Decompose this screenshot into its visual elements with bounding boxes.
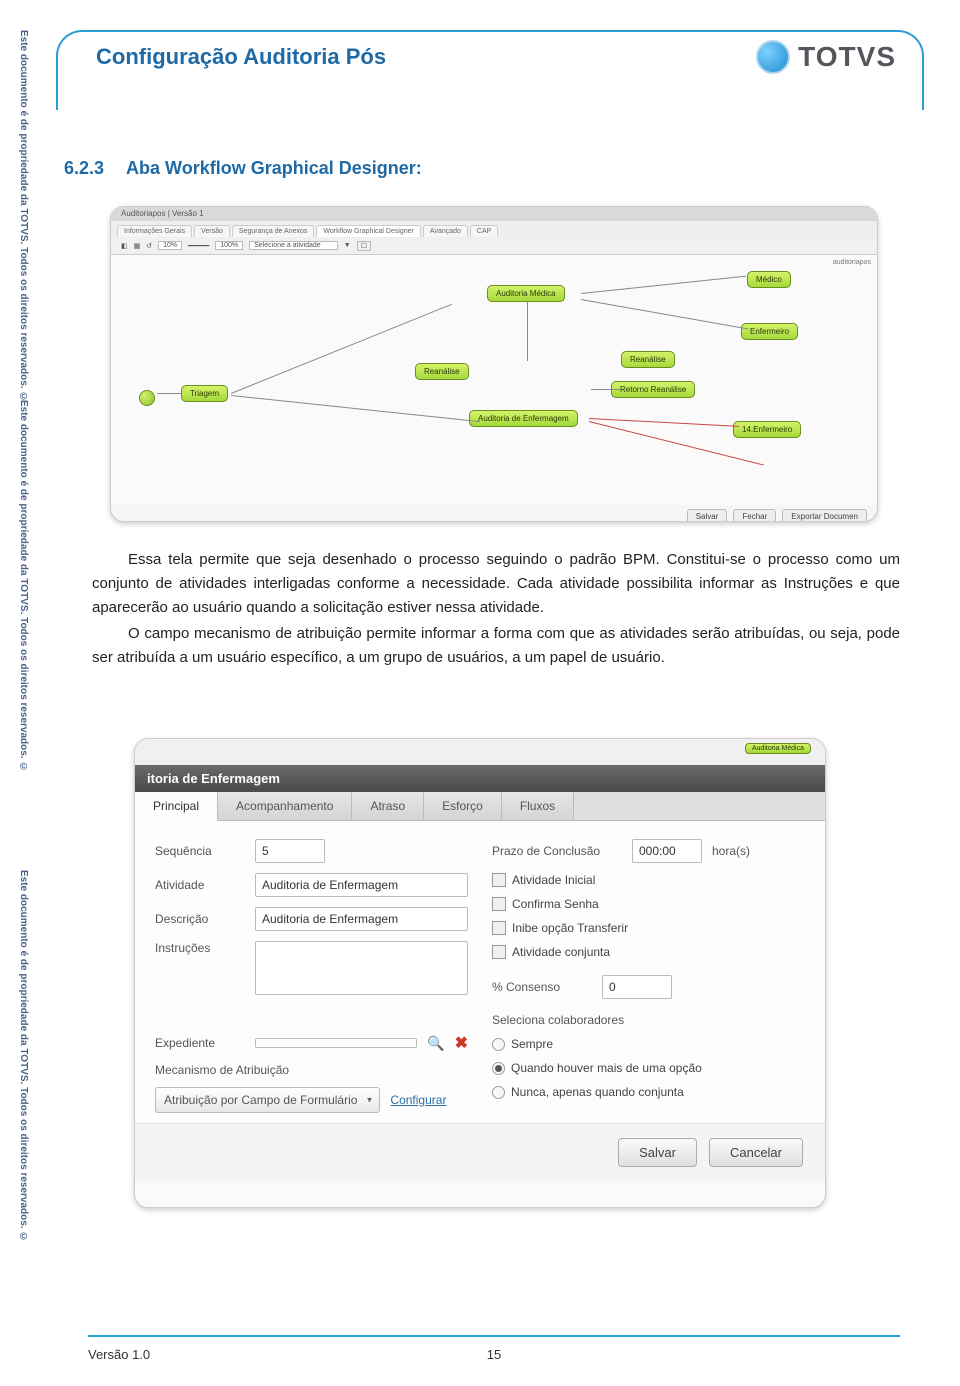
radio-quando-mais[interactable]: Quando houver mais de uma opção — [492, 1061, 805, 1075]
search-icon[interactable]: 🔍 — [427, 1035, 444, 1052]
label-sequencia: Sequência — [155, 844, 245, 858]
page-header: Configuração Auditoria Pós TOTVS — [56, 30, 924, 110]
footer-page-number: 15 — [487, 1347, 501, 1362]
tab-bar: Informações Gerais Versão Segurança de A… — [111, 221, 877, 237]
input-instrucoes[interactable] — [255, 941, 468, 995]
tab-fluxos[interactable]: Fluxos — [502, 792, 574, 820]
tab-info-gerais[interactable]: Informações Gerais — [117, 225, 192, 237]
page-title: Configuração Auditoria Pós — [96, 44, 386, 70]
label-consenso: % Consenso — [492, 980, 592, 994]
label-descricao: Descrição — [155, 912, 245, 926]
label-seleciona-colab: Seleciona colaboradores — [492, 1013, 805, 1027]
tab-acompanhamento[interactable]: Acompanhamento — [218, 792, 352, 820]
tab-esforco[interactable]: Esforço — [424, 792, 502, 820]
tab-principal[interactable]: Principal — [135, 792, 218, 821]
start-node[interactable] — [139, 390, 155, 406]
section-number: 6.2.3 — [64, 158, 104, 179]
left-column: Sequência 5 Atividade Auditoria de Enfer… — [155, 839, 468, 1113]
side-ownership-text: Este documento é de propriedade da TOTVS… — [18, 30, 29, 402]
window-title: Auditoriapos | Versão 1 — [111, 207, 877, 221]
footer-version: Versão 1.0 — [88, 1347, 150, 1362]
dialog-backdrop: Auditoria Médica — [135, 739, 825, 765]
process-owner-label: auditoriapos — [833, 259, 871, 266]
input-descricao[interactable]: Auditoria de Enfermagem — [255, 907, 468, 931]
check-atividade-conjunta[interactable]: Atividade conjunta — [492, 945, 805, 959]
logo-text: TOTVS — [798, 41, 896, 73]
node-reanalise-b[interactable]: Reanálise — [621, 351, 675, 368]
side-ownership-text: Este documento é de propriedade da TOTVS… — [18, 400, 29, 772]
node-medico[interactable]: Médico — [747, 271, 791, 288]
node-auditoria-medica[interactable]: Auditoria Médica — [487, 285, 565, 302]
node-retorno-reanalise[interactable]: Retorno Reanálise — [611, 381, 695, 398]
input-expediente[interactable] — [255, 1038, 417, 1048]
node-triagem[interactable]: Triagem — [181, 385, 228, 402]
toolbar: ◧▦↺ 10% ━━━━━ 100% Selecione a atividade… — [111, 237, 877, 255]
activity-dialog-screenshot: Auditoria Médica itoria de Enfermagem Pr… — [134, 738, 826, 1208]
check-confirma-senha[interactable]: Confirma Senha — [492, 897, 805, 911]
side-ownership-text: Este documento é de propriedade da TOTVS… — [18, 870, 29, 1242]
tab-atraso[interactable]: Atraso — [352, 792, 424, 820]
paragraph-1: Essa tela permite que seja desenhado o p… — [92, 548, 900, 620]
label-atividade: Atividade — [155, 878, 245, 892]
zoom-min[interactable]: 10% — [158, 241, 182, 250]
radio-sempre[interactable]: Sempre — [492, 1037, 805, 1051]
dialog-title: itoria de Enfermagem — [135, 765, 825, 792]
clear-icon[interactable]: ✖ — [455, 1033, 468, 1053]
save-button[interactable]: Salvar — [618, 1138, 697, 1167]
activity-select[interactable]: Selecione a atividade — [249, 241, 338, 250]
tab-seguranca[interactable]: Segurança de Anexos — [232, 225, 315, 237]
link-configurar[interactable]: Configurar — [390, 1093, 446, 1107]
input-atividade[interactable]: Auditoria de Enfermagem — [255, 873, 468, 897]
totvs-logo: TOTVS — [756, 40, 896, 74]
paragraph-2: O campo mecanismo de atribuição permite … — [92, 622, 900, 670]
page-footer: Versão 1.0 15 — [88, 1335, 900, 1362]
select-mecanismo[interactable]: Atribuição por Campo de Formulário — [155, 1087, 380, 1113]
section-heading: 6.2.3 Aba Workflow Graphical Designer: — [64, 158, 422, 179]
tab-avancado[interactable]: Avançado — [423, 225, 468, 237]
logo-icon — [756, 40, 790, 74]
tab-cap[interactable]: CAP — [470, 225, 498, 237]
label-mecanismo: Mecanismo de Atribuição — [155, 1063, 468, 1077]
node-14-enfermeiro[interactable]: 14.Enfermeiro — [733, 421, 801, 438]
label-prazo: Prazo de Conclusão — [492, 844, 622, 858]
label-horas: hora(s) — [712, 844, 750, 858]
node-auditoria-enfermagem[interactable]: Auditoria de Enfermagem — [469, 410, 578, 427]
bpm-canvas[interactable]: auditoriapos Triagem Auditoria Médica Au… — [111, 255, 877, 505]
right-column: Prazo de Conclusão 000:00 hora(s) Ativid… — [492, 839, 805, 1113]
radio-nunca[interactable]: Nunca, apenas quando conjunta — [492, 1085, 805, 1099]
dialog-body: Sequência 5 Atividade Auditoria de Enfer… — [135, 821, 825, 1123]
check-inibe-transferir[interactable]: Inibe opção Transferir — [492, 921, 805, 935]
label-expediente: Expediente — [155, 1036, 245, 1050]
dialog-footer: Salvar Cancelar — [135, 1123, 825, 1181]
label-instrucoes: Instruções — [155, 941, 245, 955]
node-enfermeiro[interactable]: Enfermeiro — [741, 323, 798, 340]
section-title: Aba Workflow Graphical Designer: — [126, 158, 422, 179]
save-button[interactable]: Salvar — [687, 509, 728, 522]
workflow-designer-screenshot: Auditoriapos | Versão 1 Informações Gera… — [110, 206, 878, 522]
input-sequencia[interactable]: 5 — [255, 839, 325, 863]
input-consenso[interactable]: 0 — [602, 975, 672, 999]
dialog-tabs: Principal Acompanhamento Atraso Esforço … — [135, 792, 825, 821]
node-reanalise-a[interactable]: Reanálise — [415, 363, 469, 380]
export-button[interactable]: Exportar Documen — [782, 509, 867, 522]
check-atividade-inicial[interactable]: Atividade Inicial — [492, 873, 805, 887]
input-prazo[interactable]: 000:00 — [632, 839, 702, 863]
canvas-footer: Salvar Fechar Exportar Documen — [111, 505, 877, 522]
tab-versao[interactable]: Versão — [194, 225, 230, 237]
body-text: Essa tela permite que seja desenhado o p… — [92, 548, 900, 672]
tab-workflow-designer[interactable]: Workflow Graphical Designer — [316, 225, 421, 237]
cancel-button[interactable]: Cancelar — [709, 1138, 803, 1167]
backdrop-node: Auditoria Médica — [745, 743, 811, 754]
close-button[interactable]: Fechar — [733, 509, 776, 522]
zoom-max[interactable]: 100% — [215, 241, 243, 250]
